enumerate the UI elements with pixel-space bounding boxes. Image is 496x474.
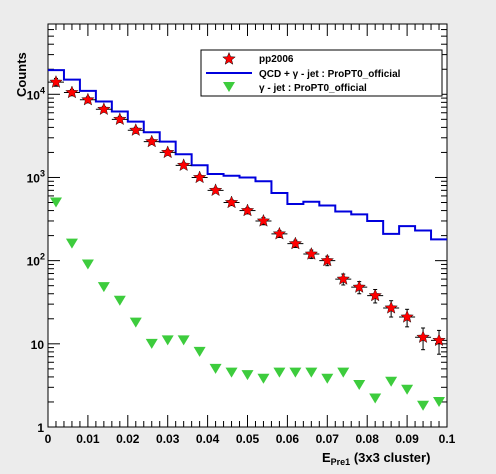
pp2006-point: [400, 309, 414, 323]
pp2006-point: [368, 288, 382, 302]
pp2006-point: [129, 123, 143, 136]
y-axis-title: Counts: [14, 52, 29, 97]
pp2006-point: [288, 236, 303, 250]
series-qcd-histogram: [48, 69, 447, 241]
pp2006-point: [145, 134, 159, 148]
y-tick-label: 10: [31, 338, 45, 352]
pp2006-point: [320, 253, 335, 267]
pp2006-point: [240, 203, 255, 217]
gamma-jet-point: [81, 259, 94, 270]
x-axis-title-main: E: [322, 450, 331, 465]
x-tick-label: 0.07: [316, 432, 340, 446]
pp2006-point: [176, 158, 191, 172]
x-tick-label: 0: [45, 432, 52, 446]
x-tick-label: 0.04: [196, 432, 220, 446]
pp2006-point: [384, 300, 398, 314]
series-pp2006-points: [47, 75, 448, 355]
pp2006-point: [160, 145, 175, 159]
pp2006-point: [208, 183, 223, 197]
gamma-jet-point: [417, 400, 430, 411]
gamma-jet-point: [289, 367, 302, 378]
gamma-jet-point: [225, 367, 238, 378]
gamma-jet-point: [257, 373, 270, 384]
x-axis-title-suffix: (3x3 cluster): [350, 450, 430, 465]
x-axis-title-subscript: Pre1: [331, 457, 351, 467]
pp2006-point: [113, 112, 127, 126]
gamma-jet-point: [433, 396, 446, 407]
gamma-jet-point: [97, 282, 110, 293]
gamma-jet-point: [273, 367, 286, 378]
gamma-jet-point: [49, 197, 62, 208]
x-tick-label: 0.08: [356, 432, 380, 446]
x-tick-label: 0.02: [116, 432, 140, 446]
y-tick-label: 103: [27, 168, 45, 185]
gamma-jet-point: [353, 379, 366, 390]
legend-entry-gamma-jet: γ - jet : ProPT0_official: [259, 83, 367, 94]
pp2006-point: [81, 92, 95, 106]
y-tick-label: 1: [37, 421, 44, 435]
pp2006-point: [416, 330, 430, 343]
x-axis-title: EPre1 (3x3 cluster): [322, 450, 430, 467]
gamma-jet-point: [145, 338, 158, 349]
pp2006-point: [256, 213, 271, 227]
legend-entry-pp2006: pp2006: [259, 54, 294, 65]
gamma-jet-point: [65, 238, 78, 249]
pp2006-point: [352, 280, 366, 293]
pp2006-point: [97, 102, 111, 116]
pp2006-point: [272, 226, 287, 240]
x-tick-label: 0.06: [276, 432, 300, 446]
gamma-jet-point: [113, 295, 126, 306]
gamma-jet-point: [129, 317, 142, 328]
pp2006-point: [432, 333, 446, 347]
pp2006-point: [304, 247, 319, 260]
pp2006-point: [65, 85, 79, 99]
gamma-jet-point: [193, 346, 206, 357]
gamma-jet-point: [241, 370, 254, 381]
gamma-jet-point: [401, 384, 414, 395]
legend-entry-qcd-gamma-jet: QCD + γ - jet : ProPT0_official: [259, 69, 401, 80]
series-gamma-jet-points: [49, 197, 446, 411]
x-tick-label: 0.09: [395, 432, 419, 446]
y-axis-ticks: 1 10 102 103 104: [27, 23, 447, 435]
gamma-jet-point: [209, 363, 222, 374]
gamma-jet-point: [321, 373, 334, 384]
pp2006-point: [224, 195, 239, 209]
legend: pp2006 QCD + γ - jet : ProPT0_official γ…: [200, 49, 443, 97]
y-tick-label: 102: [27, 252, 45, 269]
gamma-jet-point: [385, 376, 398, 387]
y-tick-label: 104: [27, 85, 45, 102]
gamma-jet-point: [369, 393, 382, 404]
pp2006-point: [336, 272, 350, 285]
legend-triangle-icon: [223, 82, 235, 92]
pp2006-point: [192, 170, 207, 184]
pp2006-point: [49, 75, 63, 88]
legend-star-icon: [222, 51, 236, 65]
gamma-jet-point: [305, 367, 318, 378]
gamma-jet-point: [337, 367, 350, 378]
gamma-jet-point: [177, 335, 190, 346]
x-tick-label: 0.03: [156, 432, 180, 446]
x-tick-label: 0.1: [439, 432, 456, 446]
histogram-line: [48, 69, 447, 241]
gamma-jet-point: [161, 335, 174, 346]
x-tick-label: 0.01: [76, 432, 100, 446]
x-axis-ticks: 0 0.01 0.02 0.03 0.04 0.05 0.06 0.07 0.08 0.09 0.1: [45, 24, 456, 446]
x-tick-label: 0.05: [236, 432, 260, 446]
